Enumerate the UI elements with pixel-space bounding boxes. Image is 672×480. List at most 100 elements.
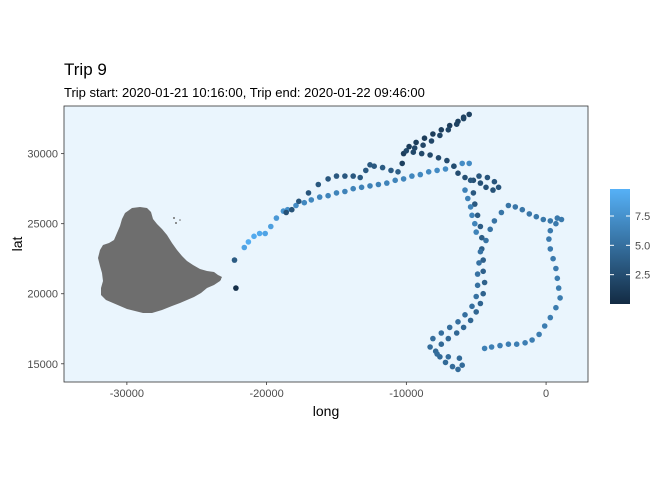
track-points	[231, 111, 565, 373]
track-point-136	[558, 216, 565, 223]
track-point-78	[477, 180, 484, 186]
y-tick-label: 15000	[27, 359, 58, 371]
track-point-24	[392, 177, 399, 184]
track-point-32	[459, 160, 466, 167]
track-point-106	[449, 363, 456, 370]
track-point-89	[477, 223, 484, 230]
track-point-80	[490, 187, 496, 193]
track-point-98	[467, 317, 474, 324]
track-point-122	[476, 260, 482, 266]
colorbar-ticks: 2.5 5.0 7.5	[610, 211, 650, 282]
track-point-25	[400, 176, 407, 182]
track-point-153	[505, 341, 512, 348]
track-point-155	[488, 344, 495, 350]
track-point-73	[444, 157, 450, 164]
track-point-158	[465, 195, 471, 202]
track-point-30	[442, 166, 449, 172]
chart-title: Trip 9	[64, 60, 107, 79]
track-point-52	[406, 143, 412, 150]
track-point-27	[417, 171, 424, 178]
track-point-102	[438, 341, 445, 348]
track-point-85	[467, 177, 474, 184]
track-point-151	[522, 340, 528, 346]
track-point-139	[546, 236, 552, 242]
track-point-146	[553, 304, 559, 311]
track-point-119	[473, 293, 480, 300]
track-point-9	[273, 215, 280, 221]
track-point-81	[495, 184, 502, 191]
track-point-83	[484, 174, 491, 181]
y-axis-title: lat	[9, 237, 25, 252]
track-point-66	[420, 142, 426, 148]
island-shape	[98, 207, 222, 313]
track-point-116	[455, 319, 461, 325]
colorbar-tick-label: 7.5	[635, 211, 650, 223]
track-point-110	[445, 354, 452, 360]
track-point-75	[455, 170, 461, 176]
track-point-108	[459, 362, 466, 369]
track-point-14	[308, 197, 315, 203]
track-point-148	[541, 323, 548, 329]
x-tick-label: 0	[543, 388, 549, 400]
axes: -30000 -20000 -10000 0 15000 20000 25000 30000	[27, 105, 589, 400]
track-point-6	[256, 230, 263, 237]
track-point-156	[481, 345, 488, 352]
island-tip	[208, 275, 221, 283]
track-point-74	[451, 163, 457, 169]
track-point-38	[315, 181, 322, 188]
track-point-67	[411, 145, 418, 151]
track-point-17	[333, 190, 340, 196]
track-point-120	[474, 282, 481, 289]
track-point-50	[399, 160, 406, 167]
color-legend: 2.5 5.0 7.5	[610, 189, 650, 304]
track-point-62	[453, 121, 460, 127]
track-point-18	[342, 188, 348, 195]
track-point-42	[350, 173, 357, 179]
track-point-40	[333, 173, 340, 179]
track-point-144	[555, 285, 562, 291]
track-point-82	[491, 178, 498, 185]
chart-subtitle: Trip start: 2020-01-21 10:16:00, Trip en…	[64, 85, 425, 100]
track-point-101	[445, 335, 452, 342]
track-point-114	[438, 330, 445, 336]
track-point-60	[466, 111, 473, 118]
track-point-126	[491, 218, 498, 224]
track-point-76	[462, 174, 468, 181]
track-point-57	[446, 122, 453, 129]
track-point-47	[379, 164, 386, 171]
x-axis-ticks: -30000 -20000 -10000 0	[110, 382, 549, 400]
track-point-107	[455, 366, 461, 373]
track-point-131	[526, 211, 533, 217]
island-land	[98, 207, 222, 313]
track-point-157	[462, 187, 468, 193]
track-point-137	[553, 220, 559, 227]
track-point-54	[421, 135, 428, 141]
track-point-97	[473, 309, 480, 315]
track-point-44	[363, 167, 369, 174]
track-point-141	[550, 255, 556, 262]
track-point-142	[553, 265, 559, 272]
track-point-87	[472, 201, 478, 207]
track-point-118	[469, 303, 475, 310]
track-point-129	[512, 204, 519, 210]
track-point-93	[480, 268, 487, 275]
track-point-115	[446, 324, 453, 331]
track-point-33	[466, 160, 473, 167]
panel-border	[63, 105, 589, 383]
track-point-159	[467, 204, 474, 210]
track-point-72	[435, 155, 442, 161]
track-point-12	[293, 202, 299, 209]
track-point-147	[547, 314, 554, 321]
track-point-23	[384, 180, 390, 186]
track-point-36	[296, 198, 302, 205]
track-point-90	[479, 234, 485, 241]
track-point-13	[301, 199, 308, 206]
track-point-29	[434, 167, 440, 174]
track-point-46	[371, 163, 378, 169]
track-point-84	[476, 173, 482, 179]
x-tick-label: -20000	[249, 388, 283, 400]
track-point-109	[456, 355, 463, 362]
track-point-64	[437, 132, 443, 139]
track-point-154	[497, 342, 503, 349]
track-point-135	[554, 215, 561, 221]
